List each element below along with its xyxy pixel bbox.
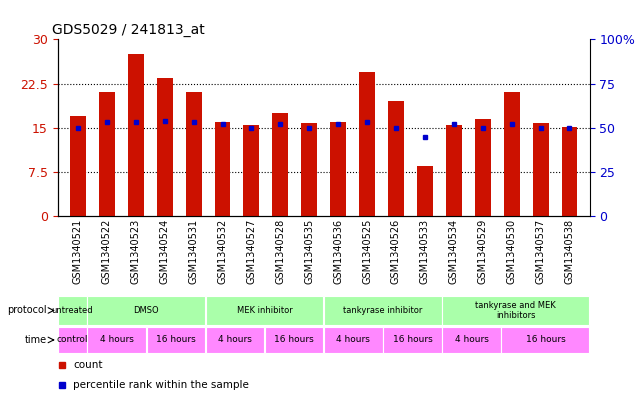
Text: time: time — [25, 335, 47, 345]
Bar — [330, 122, 346, 216]
Bar — [442, 327, 501, 353]
Text: 16 hours: 16 hours — [392, 336, 432, 344]
Bar — [324, 327, 383, 353]
Text: 4 hours: 4 hours — [454, 336, 488, 344]
Bar — [156, 77, 172, 216]
Bar — [301, 123, 317, 216]
Bar — [417, 166, 433, 216]
Text: untreated: untreated — [52, 306, 94, 315]
Bar — [388, 101, 404, 216]
Bar — [70, 116, 86, 216]
Bar — [442, 296, 590, 325]
Text: 16 hours: 16 hours — [526, 336, 565, 344]
Bar — [58, 327, 87, 353]
Bar — [128, 54, 144, 216]
Bar — [87, 327, 146, 353]
Bar — [501, 327, 590, 353]
Bar — [206, 327, 264, 353]
Text: control: control — [56, 336, 88, 344]
Text: GDS5029 / 241813_at: GDS5029 / 241813_at — [53, 23, 205, 37]
Bar — [186, 92, 201, 216]
Text: percentile rank within the sample: percentile rank within the sample — [73, 380, 249, 390]
Bar — [475, 119, 491, 216]
Bar — [359, 72, 375, 216]
Text: MEK inhibitor: MEK inhibitor — [237, 306, 292, 315]
Bar — [324, 296, 442, 325]
Bar — [383, 327, 442, 353]
Bar — [533, 123, 549, 216]
Bar — [206, 296, 324, 325]
Text: DMSO: DMSO — [133, 306, 159, 315]
Bar — [244, 125, 260, 216]
Text: tankyrase inhibitor: tankyrase inhibitor — [343, 306, 422, 315]
Text: 16 hours: 16 hours — [274, 336, 314, 344]
Bar — [272, 113, 288, 216]
Text: 16 hours: 16 hours — [156, 336, 196, 344]
Bar — [99, 92, 115, 216]
Bar — [87, 296, 205, 325]
Bar — [265, 327, 324, 353]
Bar — [562, 127, 578, 216]
Text: 4 hours: 4 hours — [218, 336, 252, 344]
Bar — [215, 122, 231, 216]
Text: 4 hours: 4 hours — [100, 336, 134, 344]
Bar — [147, 327, 205, 353]
Text: count: count — [73, 360, 103, 371]
Text: tankyrase and MEK
inhibitors: tankyrase and MEK inhibitors — [476, 301, 556, 320]
Text: protocol: protocol — [8, 305, 47, 316]
Bar — [58, 296, 87, 325]
Text: 4 hours: 4 hours — [337, 336, 370, 344]
Bar — [446, 125, 462, 216]
Bar — [504, 92, 520, 216]
